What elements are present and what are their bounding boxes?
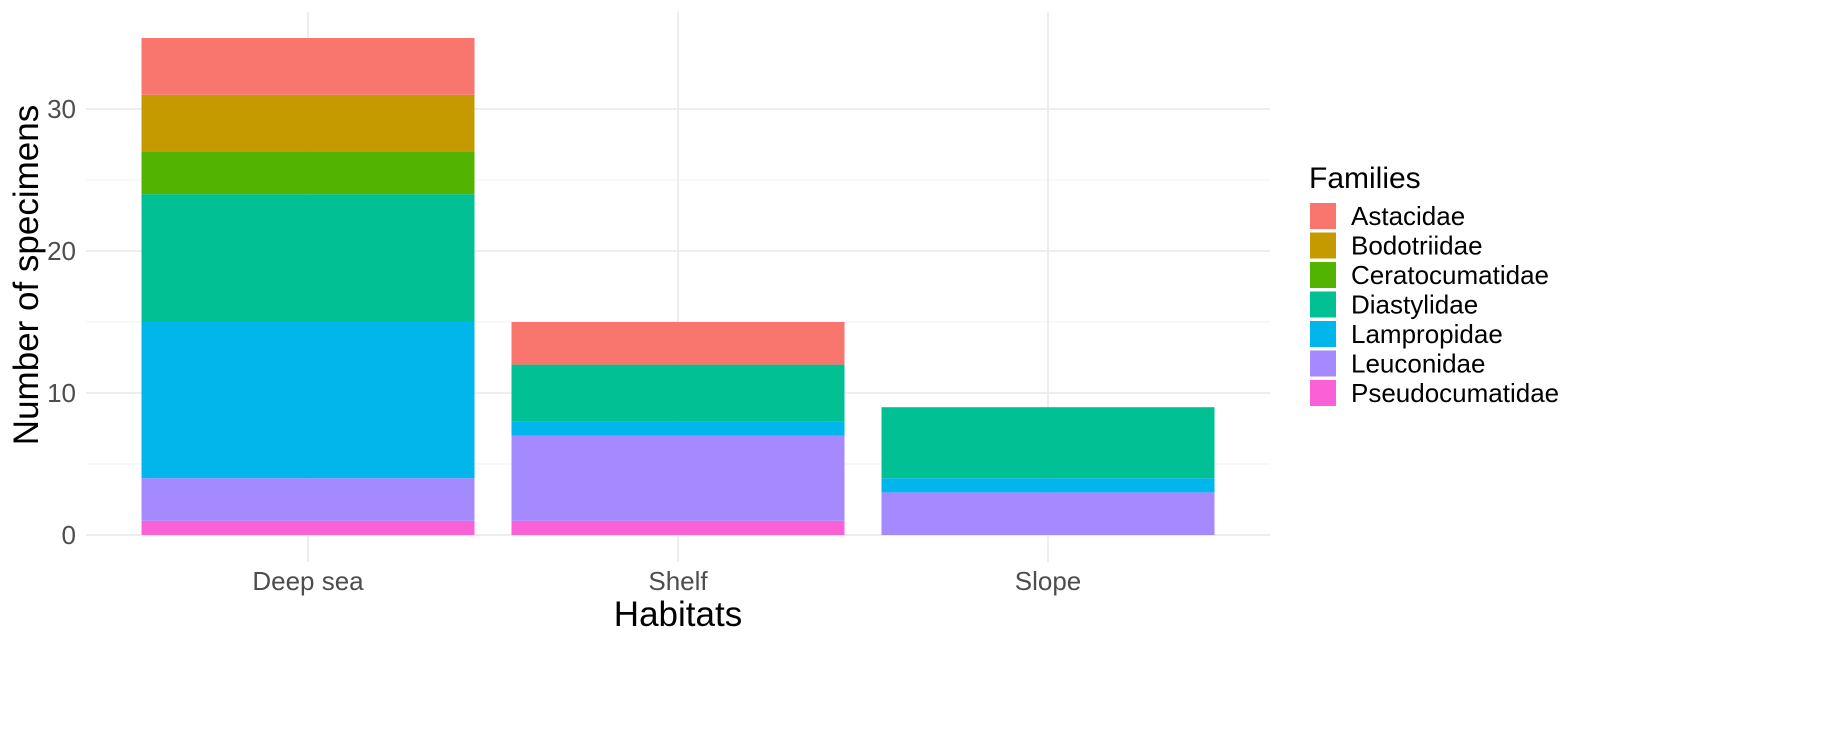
bar-segment: [141, 38, 475, 95]
bar-segment: [141, 151, 475, 195]
y-axis-ticks: 0 10 20 30: [47, 94, 76, 550]
legend-label: Astacidae: [1351, 201, 1465, 231]
y-tick-label: 10: [47, 378, 76, 408]
bar-segment: [141, 520, 475, 535]
legend-title: Families: [1309, 162, 1421, 195]
legend-label: Diastylidae: [1351, 290, 1478, 320]
bars: [141, 38, 1215, 535]
bar-segment: [511, 364, 845, 422]
bar-segment: [511, 421, 845, 436]
legend-swatch: [1310, 380, 1336, 406]
bar-segment: [881, 492, 1215, 535]
bar-segment: [141, 322, 475, 479]
x-tick-label: Deep sea: [252, 566, 364, 596]
legend-swatch: [1310, 203, 1336, 229]
legend-label: Ceratocumatidae: [1351, 260, 1549, 290]
legend-label: Pseudocumatidae: [1351, 378, 1559, 408]
y-tick-label: 30: [47, 94, 76, 124]
legend: Families AstacidaeBodotriidaeCeratocumat…: [1309, 162, 1559, 408]
bar-segment: [141, 194, 475, 322]
legend-swatch: [1310, 291, 1336, 318]
legend-swatch: [1310, 321, 1336, 347]
y-tick-label: 0: [62, 520, 76, 550]
y-tick-label: 20: [47, 236, 76, 266]
x-tick-label: Slope: [1015, 566, 1082, 596]
legend-label: Bodotriidae: [1351, 231, 1483, 261]
legend-swatch: [1310, 262, 1336, 288]
legend-swatch: [1310, 350, 1336, 377]
legend-label: Lampropidae: [1351, 319, 1503, 349]
bar-segment: [881, 407, 1215, 479]
bar-segment: [511, 520, 845, 535]
bar-segment: [881, 478, 1215, 493]
x-tick-label: Shelf: [648, 566, 708, 596]
legend-swatch: [1310, 232, 1336, 259]
bar-segment: [511, 322, 845, 365]
legend-label: Leuconidae: [1351, 349, 1485, 379]
x-axis-ticks: Deep sea Shelf Slope: [252, 566, 1081, 596]
y-axis-title: Number of specimens: [7, 105, 46, 445]
x-axis-title: Habitats: [614, 595, 742, 634]
bar-segment: [141, 478, 475, 521]
bar-segment: [511, 435, 845, 521]
bar-segment: [141, 94, 475, 152]
